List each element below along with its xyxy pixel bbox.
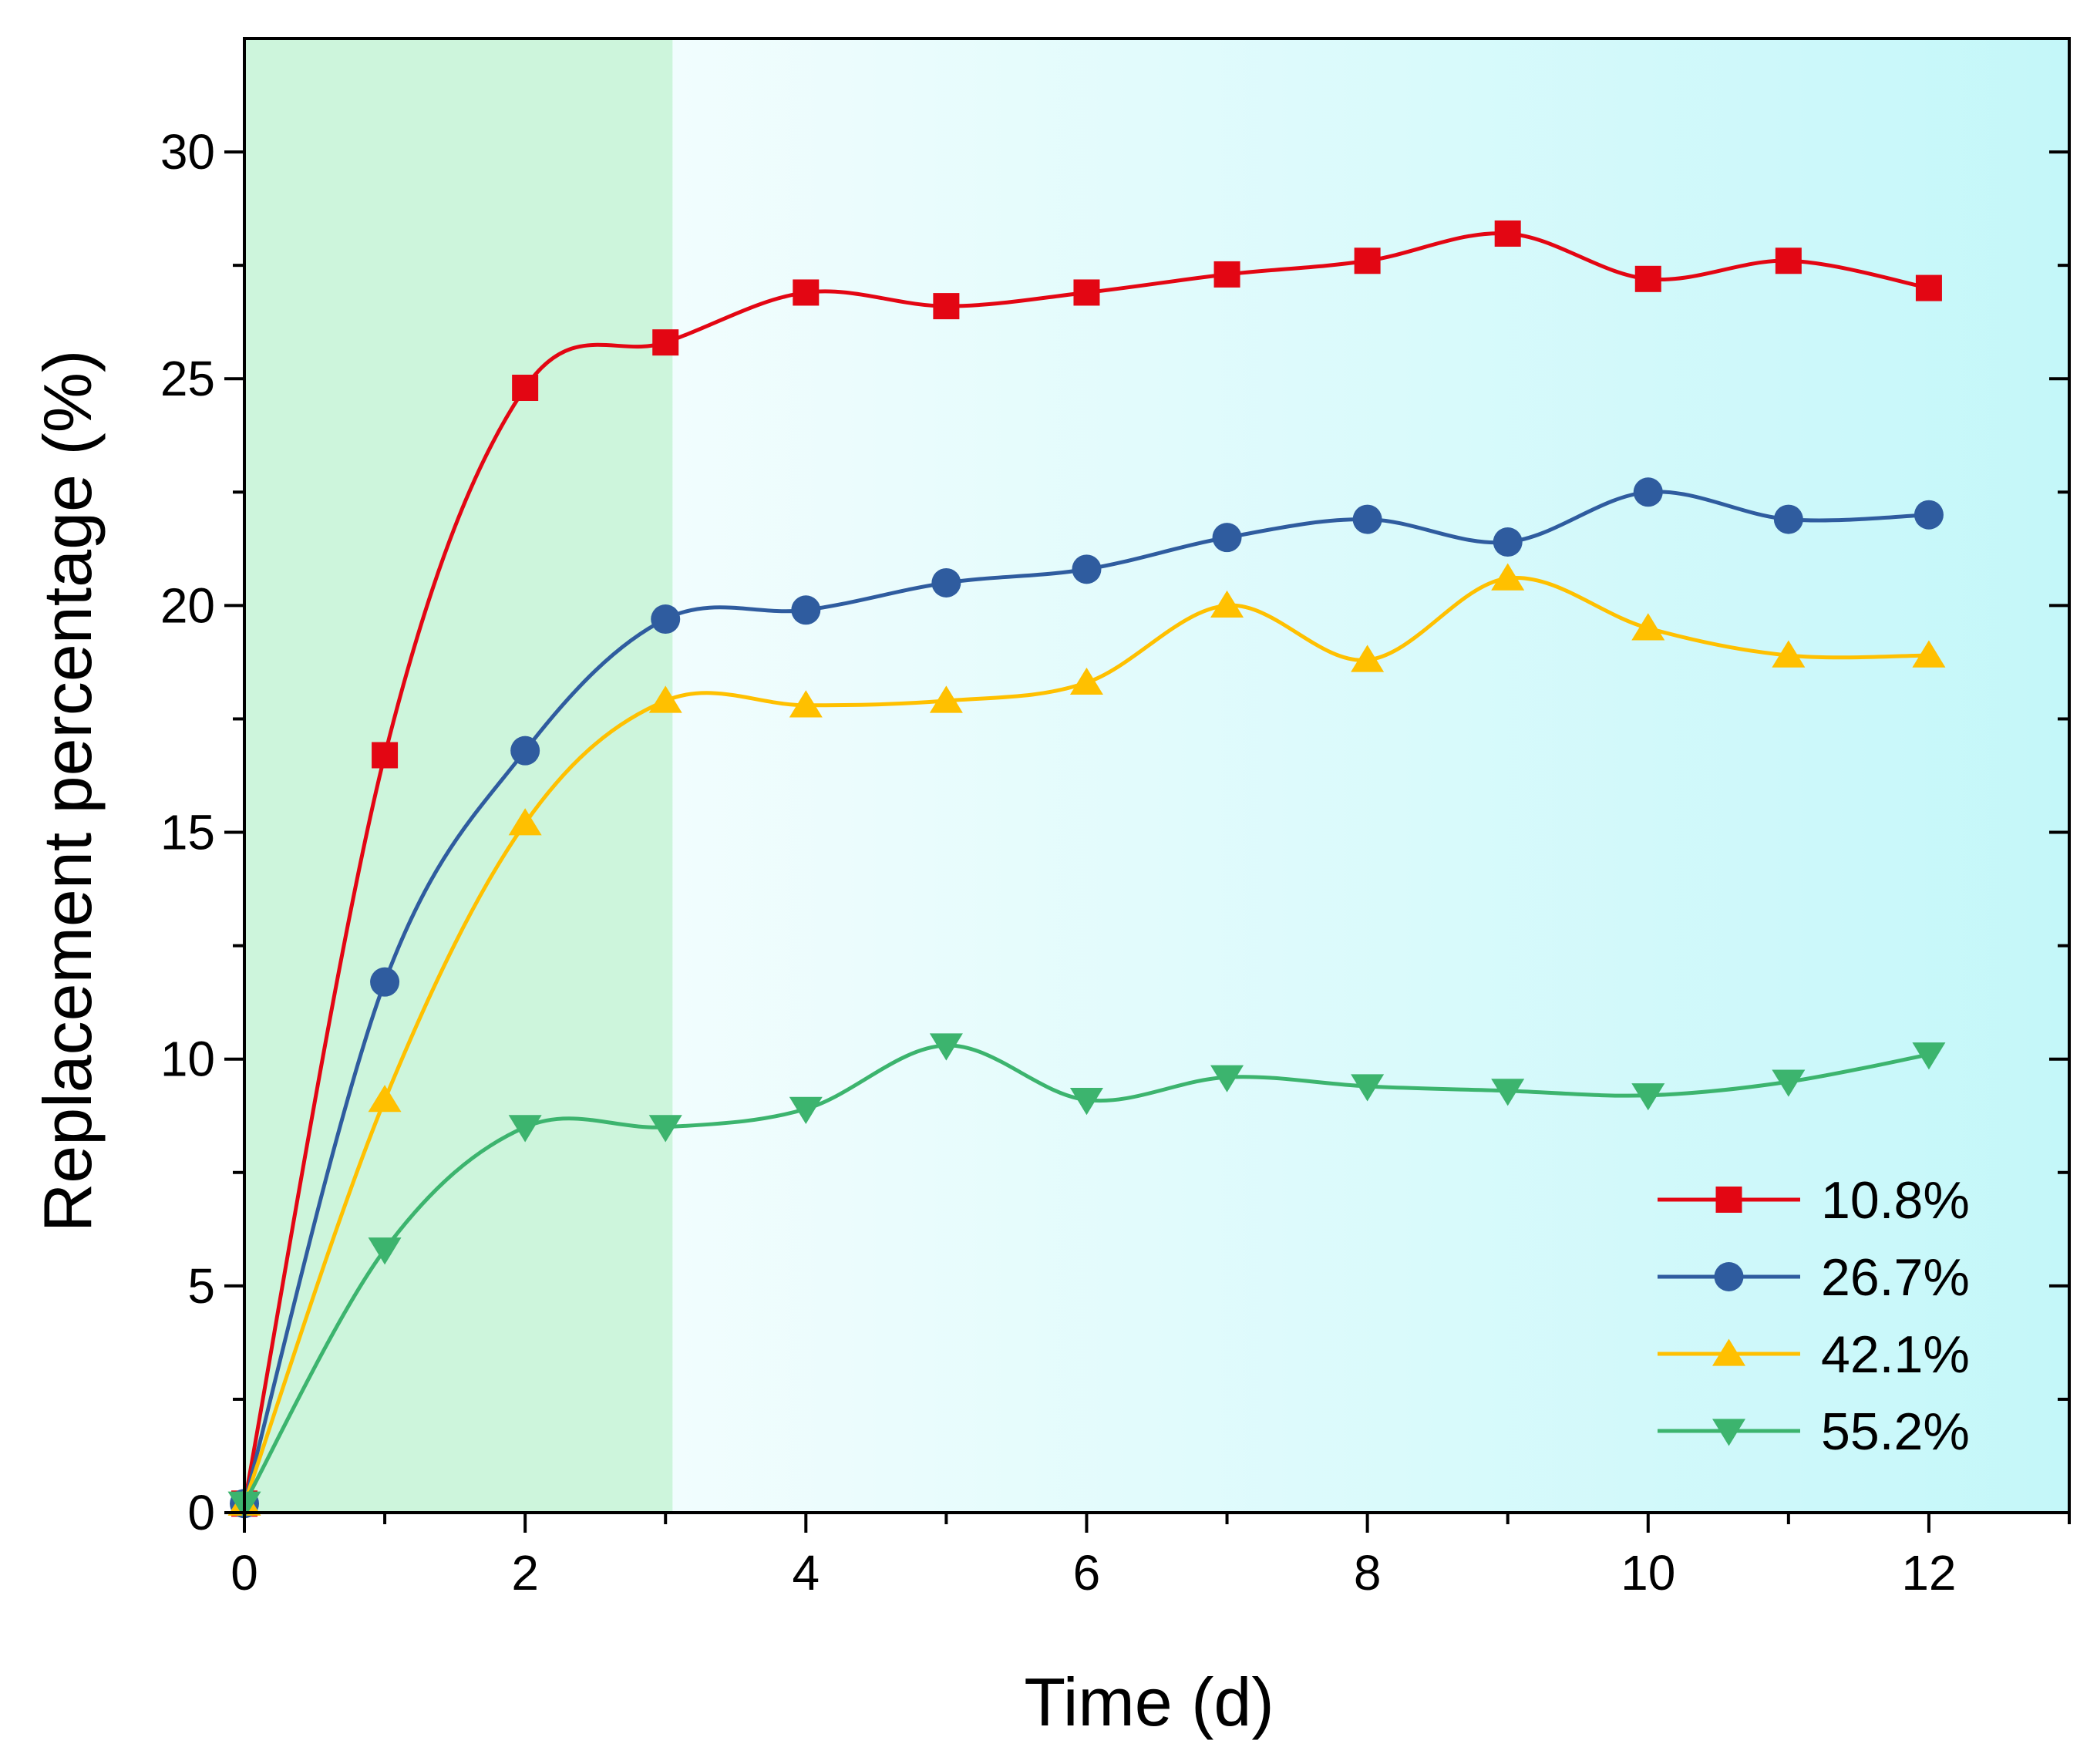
x-tick-label: 10	[1621, 1545, 1675, 1601]
legend-item-42.1%: 42.1%	[1658, 1325, 1970, 1384]
data-point-42.1%-12	[1912, 640, 1946, 668]
y-tick-label: 10	[160, 1032, 215, 1087]
legend-marker	[1714, 1262, 1744, 1291]
data-point-26.7%-6	[1072, 554, 1102, 584]
data-point-42.1%-2	[508, 808, 542, 836]
legend-marker	[1715, 1187, 1742, 1213]
data-point-42.1%-10	[1631, 613, 1665, 641]
x-axis-title: Time (d)	[1024, 1664, 1274, 1740]
data-point-10.8%-1	[372, 742, 399, 769]
shaded-region	[244, 39, 673, 1513]
data-point-10.8%-5	[933, 293, 960, 320]
data-point-26.7%-7	[1212, 523, 1242, 553]
legend-marker	[1712, 1419, 1746, 1446]
legend-label: 42.1%	[1821, 1325, 1970, 1384]
y-axis-title: Replacement percentage (%)	[29, 350, 106, 1233]
data-point-10.8%-10	[1634, 265, 1661, 292]
y-tick-label: 20	[160, 577, 215, 633]
data-point-26.7%-3	[651, 604, 681, 635]
legend: 10.8% 26.7% 42.1% 55.2%	[1658, 1171, 1970, 1461]
data-point-10.8%-12	[1915, 274, 1942, 301]
x-tick-label: 12	[1901, 1545, 1956, 1601]
x-tick-label: 8	[1354, 1545, 1382, 1601]
legend-label: 26.7%	[1821, 1248, 1970, 1307]
series-42.1%	[227, 563, 1946, 1516]
series-55.2%	[227, 1033, 1946, 1519]
data-point-42.1%-3	[648, 685, 682, 713]
data-point-42.1%-1	[368, 1085, 402, 1113]
data-point-42.1%-4	[789, 690, 823, 718]
data-point-55.2%-1	[368, 1237, 402, 1265]
data-point-55.2%-3	[648, 1115, 682, 1143]
data-point-26.7%-1	[370, 967, 400, 997]
data-point-26.7%-4	[791, 595, 821, 625]
legend-item-55.2%: 55.2%	[1658, 1402, 1970, 1461]
data-point-10.8%-7	[1213, 261, 1240, 288]
data-point-42.1%-7	[1210, 590, 1244, 618]
data-point-10.8%-6	[1073, 279, 1100, 306]
data-point-10.8%-8	[1354, 247, 1381, 274]
data-point-55.2%-8	[1351, 1074, 1385, 1102]
y-tick-label: 25	[160, 351, 215, 406]
data-point-55.2%-12	[1912, 1042, 1946, 1070]
legend-item-26.7%: 26.7%	[1658, 1248, 1970, 1307]
data-point-10.8%-9	[1494, 220, 1521, 247]
data-point-26.7%-11	[1773, 504, 1803, 534]
data-point-26.7%-10	[1633, 477, 1663, 507]
y-tick-label: 15	[160, 805, 215, 860]
ticks-layer: 0 2 4 6 8 10 12 0 5 10 15 20 25 30	[160, 124, 2071, 1601]
x-tick-label: 0	[231, 1545, 258, 1601]
series-line-26.7%	[242, 490, 1930, 1504]
data-point-55.2%-11	[1772, 1069, 1806, 1097]
y-tick-label: 30	[160, 124, 215, 180]
x-tick-label: 6	[1073, 1545, 1101, 1601]
y-tick-label: 0	[187, 1485, 215, 1540]
data-point-55.2%-6	[1069, 1088, 1103, 1116]
data-point-42.1%-6	[1069, 667, 1103, 695]
data-point-26.7%-2	[510, 736, 540, 766]
data-point-26.7%-5	[931, 567, 961, 598]
data-point-26.7%-9	[1493, 527, 1523, 557]
series-line-42.1%	[242, 575, 1929, 1505]
legend-item-10.8%: 10.8%	[1658, 1171, 1970, 1230]
data-point-55.2%-5	[929, 1033, 963, 1061]
data-point-10.8%-2	[512, 374, 539, 401]
x-tick-label: 2	[511, 1545, 539, 1601]
x-tick-label: 4	[793, 1545, 820, 1601]
data-point-55.2%-4	[789, 1096, 823, 1124]
y-tick-label: 5	[187, 1258, 215, 1314]
data-point-10.8%-3	[652, 329, 679, 356]
data-point-42.1%-11	[1772, 640, 1806, 668]
data-point-26.7%-8	[1352, 504, 1382, 534]
data-point-10.8%-4	[793, 279, 820, 306]
legend-label: 55.2%	[1821, 1402, 1970, 1461]
series-layer	[227, 220, 1946, 1519]
data-point-42.1%-9	[1491, 563, 1525, 591]
data-point-42.1%-8	[1351, 645, 1385, 672]
data-point-10.8%-11	[1775, 247, 1802, 274]
plot-frame	[243, 37, 2071, 1514]
legend-label: 10.8%	[1821, 1171, 1970, 1230]
data-point-55.2%-2	[508, 1115, 542, 1143]
data-point-55.2%-9	[1491, 1079, 1525, 1106]
data-point-26.7%-12	[1914, 500, 1944, 530]
data-point-55.2%-10	[1631, 1083, 1665, 1111]
data-point-42.1%-5	[929, 685, 963, 713]
legend-marker	[1712, 1338, 1746, 1366]
data-point-55.2%-7	[1210, 1065, 1244, 1092]
